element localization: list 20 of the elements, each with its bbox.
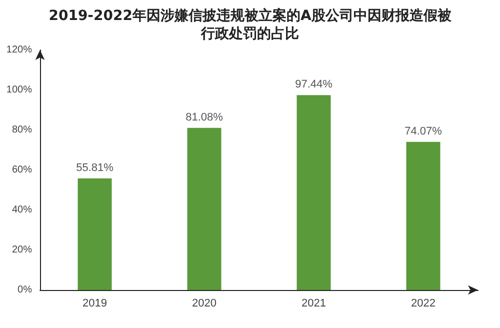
bar xyxy=(406,142,440,290)
data-label: 74.07% xyxy=(404,125,442,138)
y-tick-label: 60% xyxy=(12,164,32,176)
chart-title: 2019-2022年因涉嫌信披违规被立案的A股公司中因财报造假被行政处罚的占比 xyxy=(48,7,452,42)
x-tick-label: 2021 xyxy=(302,298,326,310)
y-tick-label: 40% xyxy=(12,204,32,216)
y-tick-label: 120% xyxy=(6,44,32,56)
y-tick-label: 0% xyxy=(18,284,32,296)
bar xyxy=(296,95,331,290)
data-label: 55.81% xyxy=(76,162,114,174)
y-tick-label: 100% xyxy=(6,84,32,96)
y-tick-label: 20% xyxy=(12,244,32,256)
x-tick-label: 2022 xyxy=(411,298,436,310)
y-tick-label: 80% xyxy=(12,124,32,136)
x-tick-label: 2020 xyxy=(192,298,216,310)
x-tick-label: 2019 xyxy=(82,298,107,310)
bar xyxy=(78,178,112,290)
data-label: 81.08% xyxy=(186,111,224,124)
bar xyxy=(187,128,222,290)
data-label: 97.44% xyxy=(295,78,333,91)
